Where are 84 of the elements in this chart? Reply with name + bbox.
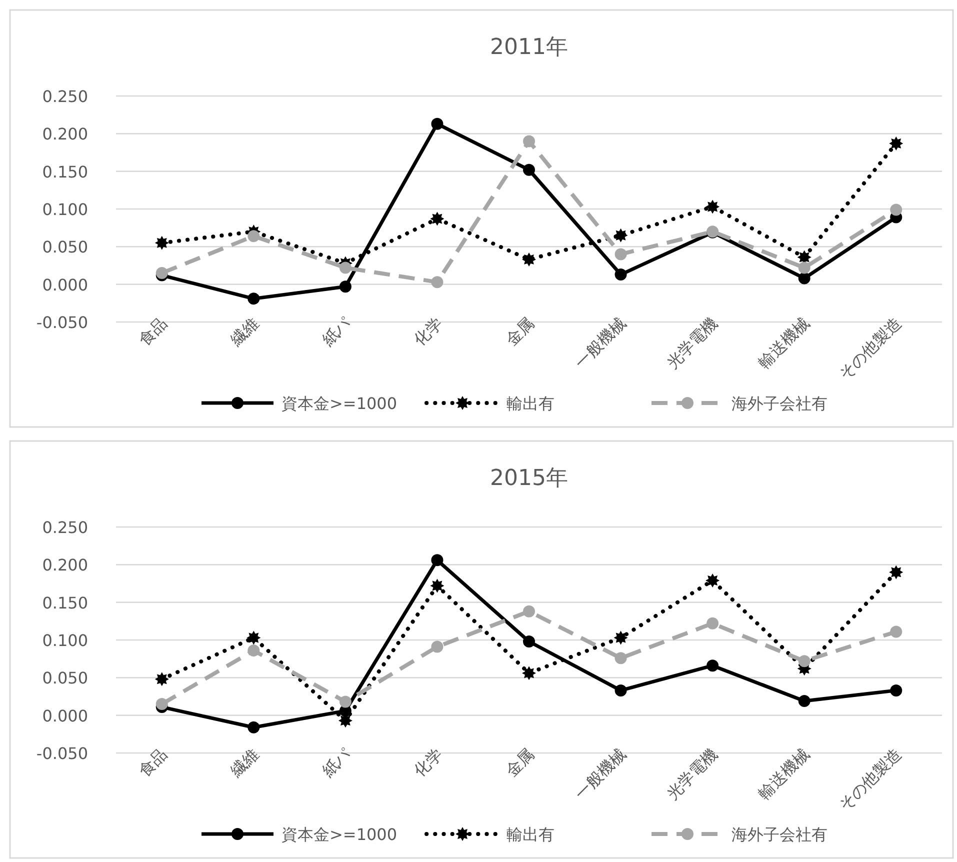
x-tick-label: 繊維 (226, 313, 262, 350)
legend-label: 輸出有 (506, 825, 554, 844)
y-tick-label: 0.250 (42, 87, 88, 106)
y-tick-label: 0.000 (42, 275, 88, 294)
point (431, 554, 444, 566)
point (430, 212, 444, 226)
point (431, 118, 444, 130)
point (156, 698, 168, 710)
point (339, 280, 352, 293)
x-tick-label: 一般機械 (570, 744, 630, 804)
point (798, 272, 810, 284)
point (706, 200, 720, 214)
x-tick-label: 一般機械 (570, 313, 630, 372)
point (614, 652, 627, 664)
y-tick-label: -0.050 (36, 744, 88, 763)
y-tick-label: 0.050 (42, 238, 88, 257)
point (706, 617, 719, 630)
point (890, 204, 902, 216)
point (338, 714, 352, 728)
point (614, 228, 628, 242)
chart-title: 2015年 (490, 466, 568, 491)
point (798, 262, 810, 274)
point (248, 230, 260, 242)
point (614, 630, 628, 645)
point (248, 721, 260, 734)
x-tick-label: 繊維 (226, 744, 262, 782)
x-tick-label: その他製造 (834, 313, 905, 384)
point (889, 136, 904, 150)
legend-label: 海外子会社有 (732, 394, 828, 413)
x-tick-label: 金属 (502, 313, 538, 350)
y-tick-label: 0.100 (42, 631, 88, 650)
point (798, 695, 810, 708)
y-tick-label: 0.050 (42, 668, 88, 688)
point (246, 630, 261, 645)
legend-label: 資本金>=1000 (282, 825, 398, 844)
x-tick-label: 輸送機械 (754, 744, 814, 804)
x-tick-label: 紙パ (318, 744, 355, 780)
y-tick-label: -0.050 (36, 313, 88, 332)
point (523, 636, 535, 648)
point (614, 684, 627, 696)
x-tick-label: その他製造 (834, 744, 905, 814)
point (522, 666, 536, 680)
point (706, 660, 719, 672)
point (431, 276, 444, 288)
chart-title: 2011年 (490, 35, 568, 60)
y-tick-label: 0.200 (42, 556, 88, 575)
y-tick-label: 0.000 (42, 706, 88, 726)
point (889, 565, 904, 580)
x-tick-label: 光学電機 (662, 744, 722, 804)
point (890, 684, 902, 696)
point (339, 262, 352, 274)
x-tick-label: 紙パ (318, 312, 355, 350)
y-tick-label: 0.250 (42, 518, 88, 537)
y-tick-label: 0.100 (42, 200, 88, 219)
point (522, 252, 536, 266)
point (430, 578, 444, 593)
legend-label: 輸出有 (506, 394, 554, 413)
y-tick-label: 0.150 (42, 593, 88, 612)
point (798, 655, 810, 668)
legend-label: 資本金>=1000 (282, 394, 398, 413)
point (431, 640, 444, 653)
legend-label: 海外子会社有 (732, 825, 828, 844)
point (248, 292, 260, 305)
point (890, 626, 902, 638)
point (523, 605, 535, 618)
x-tick-label: 光学電機 (662, 313, 722, 372)
point (523, 135, 535, 148)
x-tick-label: 食品 (134, 744, 171, 780)
x-tick-label: 輸送機械 (754, 313, 814, 372)
x-tick-label: 食品 (134, 313, 171, 350)
point (154, 236, 169, 250)
point (339, 696, 352, 708)
x-tick-label: 化学 (410, 313, 446, 350)
point (797, 250, 812, 264)
point (248, 644, 260, 657)
point (706, 573, 720, 588)
x-tick-label: 化学 (410, 744, 446, 780)
point (614, 268, 627, 281)
y-tick-label: 0.200 (42, 124, 88, 144)
point (523, 164, 535, 176)
x-tick-label: 金属 (502, 744, 538, 780)
point (154, 672, 169, 686)
point (614, 248, 627, 260)
y-tick-label: 0.150 (42, 162, 88, 182)
